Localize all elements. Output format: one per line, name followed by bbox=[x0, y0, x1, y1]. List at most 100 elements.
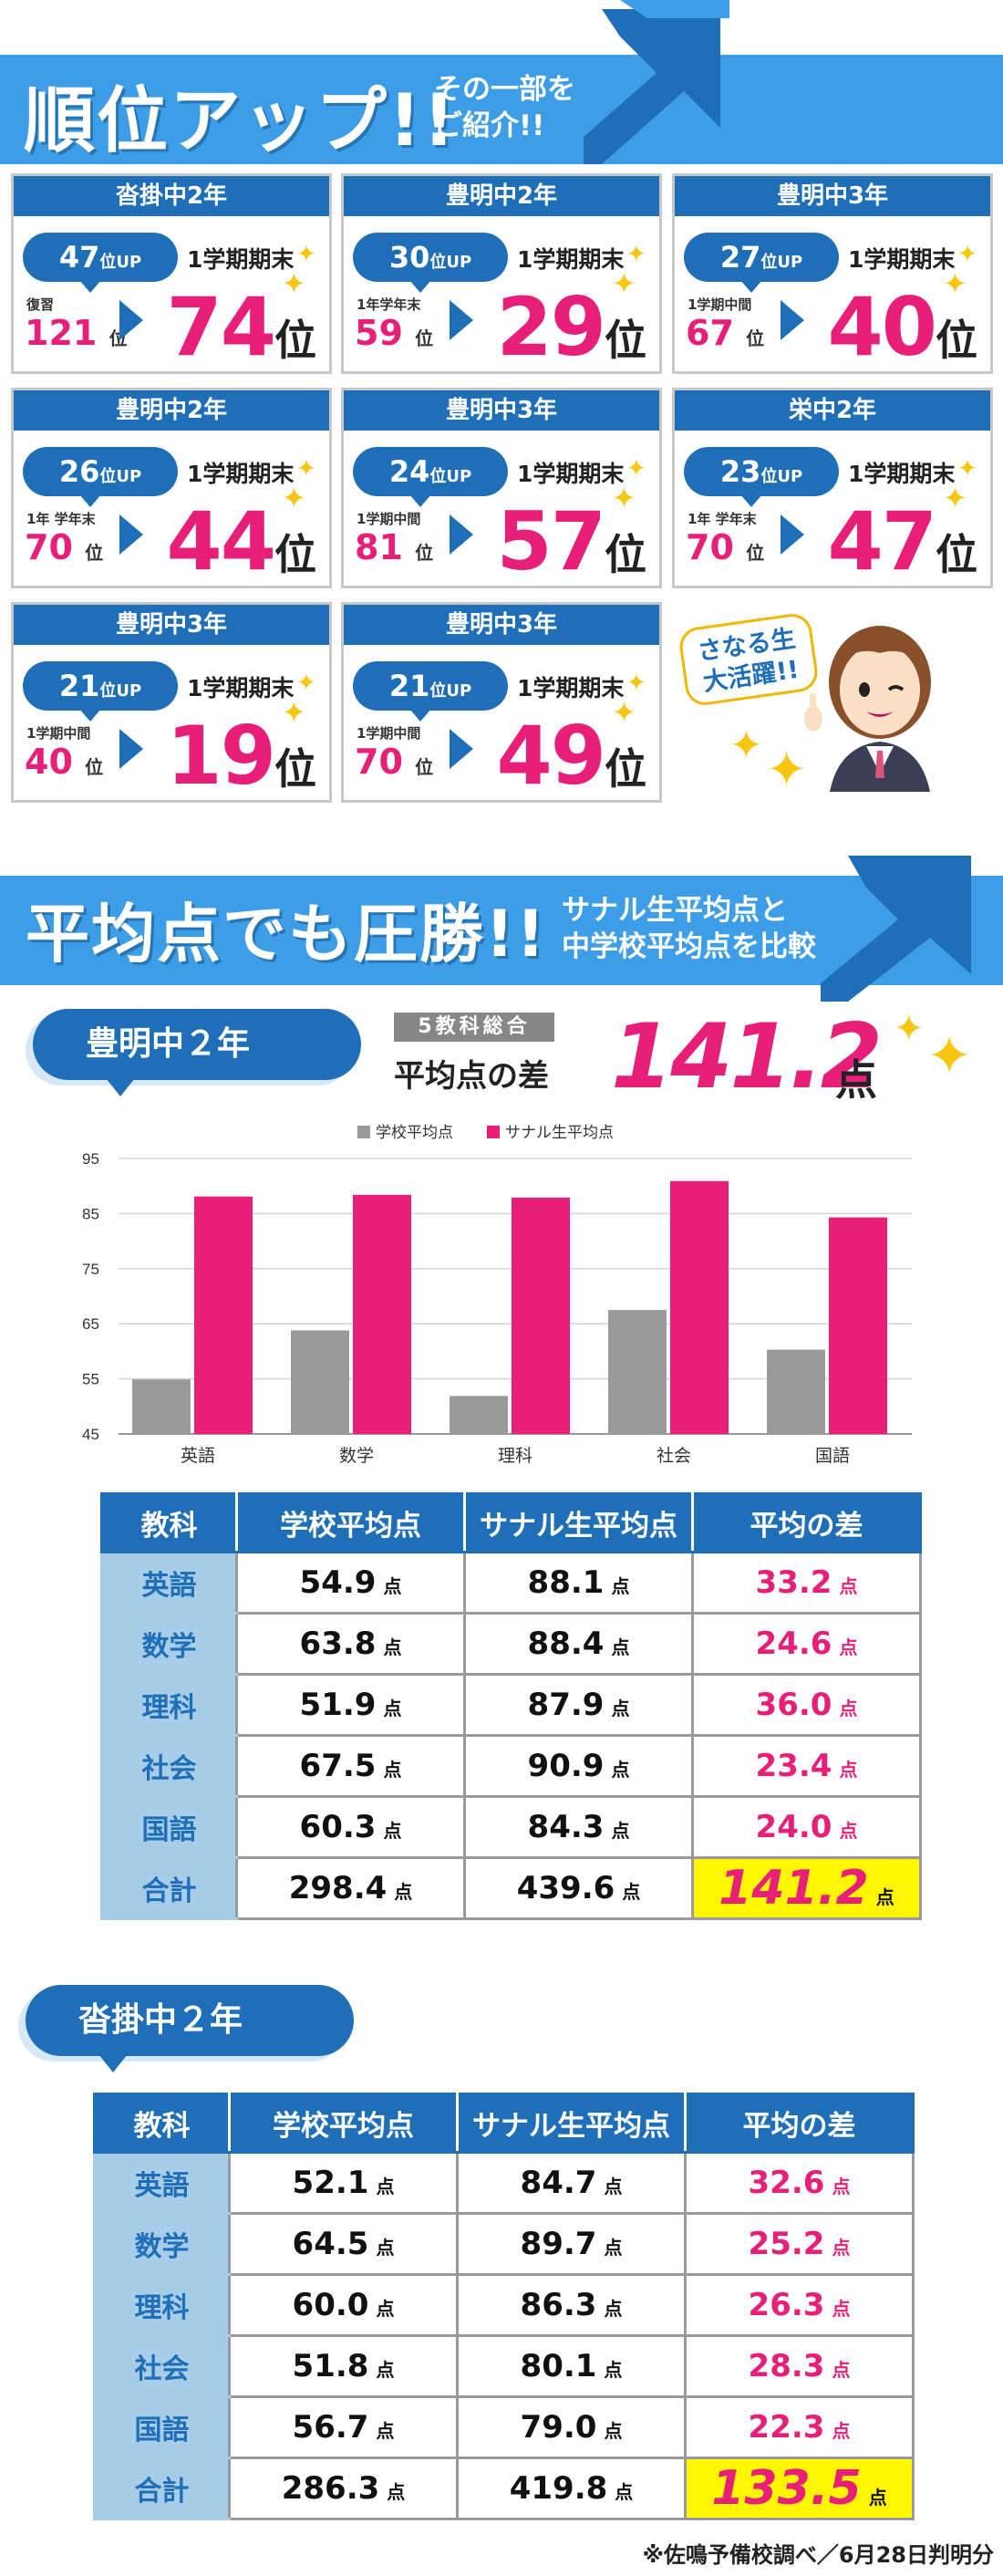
new-rank: 19位 bbox=[167, 712, 316, 813]
sanaru-average-cell: 84.7 点 bbox=[456, 2151, 687, 2215]
sparkle-icon: ✦ bbox=[296, 455, 316, 483]
rank-up-number: 30 bbox=[388, 240, 430, 275]
rank-unit: 位 bbox=[605, 530, 646, 579]
rank-unit: 位 bbox=[605, 316, 646, 365]
point-unit: 点 bbox=[604, 2176, 623, 2197]
x-tick-label: 英語 bbox=[181, 1446, 215, 1466]
kutsukake-average-table: 教科 学校平均点 サナル生平均点 平均の差 英語 52.1 点 84.7 点 32.6 点数学 64… bbox=[93, 2093, 915, 2520]
rank-unit: 位 bbox=[274, 744, 316, 794]
rank-up-badge: 27位UP bbox=[684, 233, 839, 293]
sparkle-icon: ✦ bbox=[612, 266, 636, 301]
new-rank-value: 44 bbox=[166, 494, 276, 588]
sparkle-icon: ✦ bbox=[626, 241, 646, 268]
school-average-value: 63.8 bbox=[299, 1626, 377, 1662]
rank-up-number: 24 bbox=[388, 454, 430, 489]
new-rank-value: 57 bbox=[496, 494, 606, 588]
previous-rank-value: 70 bbox=[355, 742, 403, 782]
previous-rank-value: 40 bbox=[25, 742, 73, 782]
bar bbox=[353, 1194, 411, 1434]
point-unit: 点 bbox=[875, 1886, 894, 1908]
legend-label: 学校平均点 bbox=[376, 1124, 453, 1142]
ranking-card: 豊明中3年 27位UP 1学期期末 ✦ ✦ 1学期中間 67 位 40位 bbox=[672, 173, 993, 374]
average-subtitle-1: サナル生平均点と bbox=[562, 894, 788, 927]
rank-unit: 位 bbox=[85, 756, 104, 778]
rank-up-badge: 23位UP bbox=[684, 447, 839, 507]
y-tick-label: 75 bbox=[82, 1261, 99, 1278]
y-tick-label: 65 bbox=[82, 1315, 99, 1333]
sparkle-icon: ✦ bbox=[957, 241, 977, 268]
average-diff-value: 22.3 bbox=[748, 2409, 825, 2446]
rank-up-number: 47 bbox=[58, 240, 100, 275]
rank-unit: 位 bbox=[415, 542, 434, 564]
y-tick-label: 85 bbox=[82, 1205, 99, 1222]
sanaru-average-value: 86.3 bbox=[520, 2287, 597, 2323]
card-school-grade: 豊明中3年 bbox=[675, 176, 990, 216]
new-rank-value: 47 bbox=[827, 494, 937, 588]
average-diff-cell: 32.6 点 bbox=[684, 2151, 915, 2215]
subject-cell: 理科 bbox=[100, 1673, 238, 1737]
point-unit: 点 bbox=[376, 2298, 395, 2320]
card-school-grade: 豊明中2年 bbox=[344, 176, 659, 216]
point-unit: 点 bbox=[394, 1881, 413, 1903]
previous-rank: 70 位 bbox=[25, 527, 103, 567]
y-tick-label: 95 bbox=[82, 1150, 99, 1168]
arrow-up-right-icon bbox=[584, 0, 729, 164]
new-rank-value: 29 bbox=[496, 280, 606, 374]
term-label: 1学期期末 bbox=[187, 461, 295, 487]
card-school-grade: 豊明中3年 bbox=[344, 390, 659, 431]
column-header: サナル生平均点 bbox=[456, 2093, 687, 2154]
previous-term-label: 1年 学年末 bbox=[26, 511, 96, 527]
bar bbox=[132, 1379, 191, 1434]
total-diff-unit: 点 bbox=[835, 1055, 877, 1105]
point-unit: 点 bbox=[839, 1698, 858, 1719]
rank-up-banner bbox=[0, 55, 1003, 164]
subject-cell: 合計 bbox=[93, 2457, 231, 2520]
sanaru-average-value: 439.6 bbox=[516, 1870, 615, 1906]
rank-unit: 位 bbox=[415, 756, 434, 778]
point-unit: 点 bbox=[832, 2176, 851, 2197]
bar bbox=[608, 1310, 667, 1434]
school-average-value: 67.5 bbox=[299, 1748, 377, 1784]
point-unit: 点 bbox=[604, 2237, 623, 2259]
new-rank: 40位 bbox=[828, 284, 977, 384]
column-header: 教科 bbox=[100, 1492, 238, 1553]
rank-unit: 位 bbox=[936, 316, 977, 365]
previous-rank-value: 67 bbox=[686, 313, 734, 353]
previous-rank: 121 位 bbox=[25, 313, 128, 353]
x-tick-label: 国語 bbox=[815, 1446, 850, 1466]
average-diff-cell: 36.0 点 bbox=[691, 1673, 922, 1737]
rank-unit: 位 bbox=[746, 327, 765, 349]
point-unit: 点 bbox=[611, 1636, 630, 1658]
average-diff-cell: 133.5 点 bbox=[684, 2457, 915, 2520]
point-unit: 点 bbox=[383, 1636, 402, 1658]
point-unit: 点 bbox=[604, 2420, 623, 2442]
rank-up-badge: 24位UP bbox=[353, 447, 508, 507]
point-unit: 点 bbox=[832, 2359, 851, 2381]
term-label: 1学期期末 bbox=[848, 461, 956, 487]
school-average-cell: 60.0 点 bbox=[228, 2273, 459, 2337]
previous-term-label: 1年 学年末 bbox=[688, 511, 757, 527]
point-unit: 点 bbox=[622, 1881, 641, 1903]
subject-cell: 数学 bbox=[100, 1612, 238, 1676]
arrow-right-icon bbox=[119, 300, 143, 340]
x-tick-label: 社会 bbox=[657, 1446, 691, 1466]
school-average-value: 60.0 bbox=[292, 2287, 369, 2323]
average-diff-value: 25.2 bbox=[748, 2226, 825, 2262]
sparkle-icon: ✦ bbox=[296, 241, 316, 268]
sparkle-icon: ✦ bbox=[282, 481, 306, 515]
term-label: 1学期期末 bbox=[517, 675, 625, 701]
term-label: 1学期期末 bbox=[848, 246, 956, 273]
table-row: 数学 63.8 点 88.4 点 24.6 点 bbox=[100, 1612, 922, 1676]
rank-up-unit: 位UP bbox=[760, 467, 803, 486]
new-rank: 44位 bbox=[167, 498, 316, 598]
card-school-grade: 豊明中2年 bbox=[14, 390, 329, 431]
previous-term-label: 1学期中間 bbox=[357, 511, 421, 527]
sanaru-average-cell: 88.1 点 bbox=[463, 1551, 694, 1615]
subject-cell: 社会 bbox=[93, 2334, 231, 2398]
arrow-right-icon bbox=[450, 300, 473, 340]
sanaru-average-cell: 84.3 点 bbox=[463, 1795, 694, 1859]
column-header: 学校平均点 bbox=[228, 2093, 459, 2154]
average-diff-value: 28.3 bbox=[748, 2348, 825, 2384]
point-unit: 点 bbox=[376, 2359, 395, 2381]
